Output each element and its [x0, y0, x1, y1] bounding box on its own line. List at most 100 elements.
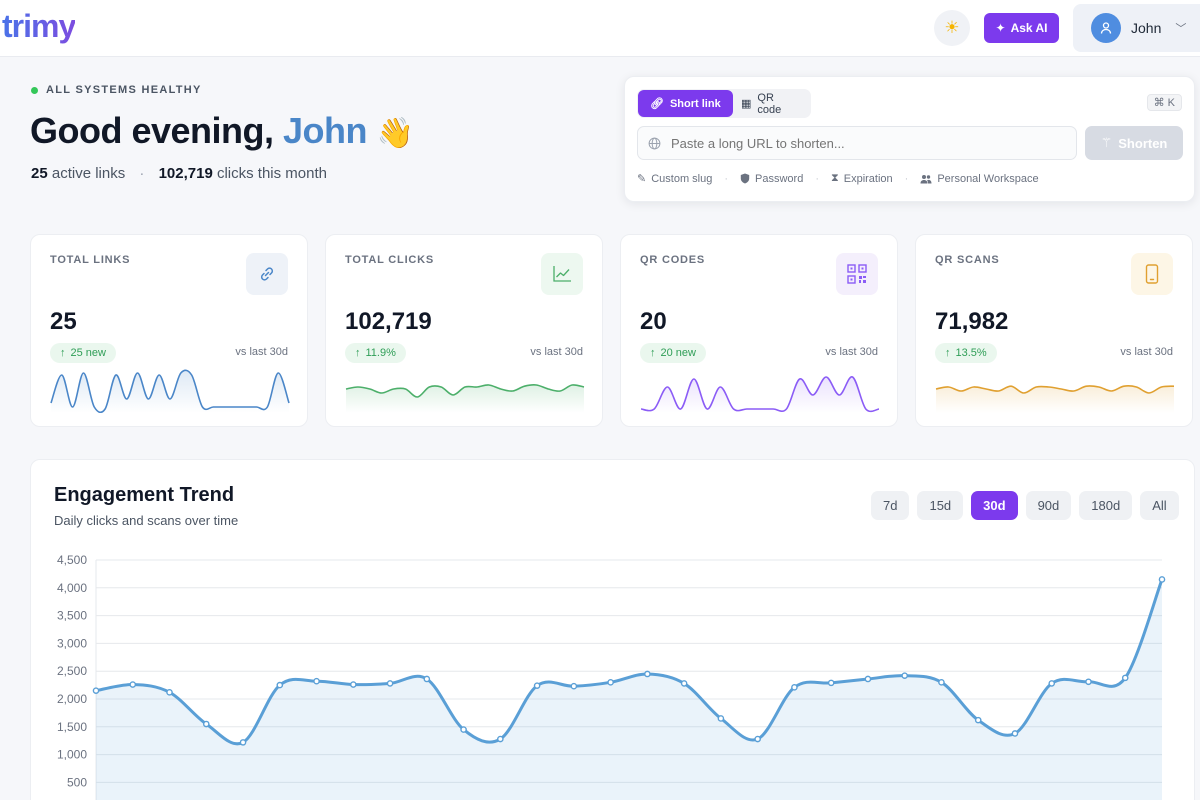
- top-bar: trimy ☀ ✦ Ask AI John ﹀: [0, 0, 1200, 57]
- option-separator: ·: [904, 172, 909, 185]
- card-icon-tile: [1131, 253, 1173, 295]
- option-label: Expiration: [843, 172, 893, 185]
- data-point: [717, 715, 725, 722]
- option-label: Custom slug: [651, 172, 713, 185]
- stat-card-total-links[interactable]: TOTAL LINKS 25 ↑ 25 new vs last 30d: [30, 234, 308, 427]
- data-point: [1121, 674, 1129, 682]
- option-expiration[interactable]: ⧗ Expiration: [831, 172, 893, 185]
- y-tick-label: 1,500: [57, 720, 87, 734]
- range-30d[interactable]: 30d: [971, 491, 1018, 520]
- ask-ai-button[interactable]: ✦ Ask AI: [984, 13, 1059, 43]
- arrow-up-icon: ↑: [60, 347, 66, 359]
- y-tick-label: 4,500: [57, 553, 87, 567]
- arrow-up-icon: ↑: [650, 347, 656, 359]
- stat-label: QR CODES: [640, 254, 706, 266]
- delta-badge: ↑ 25 new: [50, 343, 116, 363]
- data-point: [901, 672, 908, 679]
- greeting-name: John: [283, 110, 368, 151]
- tab-label: Short link: [669, 97, 721, 110]
- option-label: Personal Workspace: [937, 172, 1039, 185]
- stat-value: 71,982: [935, 308, 1009, 335]
- greeting-prefix: Good evening,: [30, 110, 274, 151]
- sparkline-line: [50, 369, 290, 413]
- keyboard-shortcut-badge: ⌘ K: [1146, 94, 1182, 111]
- stat-label: TOTAL CLICKS: [345, 254, 435, 266]
- chevron-down-icon: ﹀: [1175, 23, 1187, 35]
- delta-value: 20 new: [660, 347, 696, 359]
- arrow-up-icon: ↑: [355, 347, 361, 359]
- y-tick-label: 3,500: [57, 609, 87, 623]
- magic-wand-icon: ⚚: [1100, 135, 1113, 150]
- clicks-label: clicks this month: [216, 165, 328, 182]
- link-icon: 🔗︎: [650, 98, 664, 110]
- option-label: Password: [755, 172, 804, 185]
- y-tick-label: 500: [67, 775, 87, 789]
- data-point: [1158, 576, 1166, 583]
- sparkline-area: [51, 370, 289, 413]
- delta-badge: ↑ 13.5%: [935, 343, 997, 363]
- data-point: [607, 679, 614, 686]
- range-all[interactable]: All: [1140, 491, 1179, 520]
- arrow-up-icon: ↑: [945, 347, 951, 359]
- active-links-count: 25: [31, 165, 48, 182]
- data-point: [1048, 680, 1056, 687]
- stat-value: 20: [640, 308, 667, 335]
- status-dot-icon: [31, 86, 38, 94]
- option-password[interactable]: Password: [740, 173, 803, 185]
- qr-code-icon: ▦: [741, 98, 752, 110]
- comparison-label: vs last 30d: [530, 346, 583, 358]
- stat-card-total-clicks[interactable]: TOTAL CLICKS 102,719 ↑ 11.9% vs last 30d: [325, 234, 603, 427]
- option-custom-slug[interactable]: ✎ Custom slug: [637, 172, 713, 186]
- delta-badge: ↑ 20 new: [640, 343, 706, 363]
- tab-qr-code[interactable]: ▦ QR code: [729, 90, 811, 117]
- data-point: [276, 681, 284, 689]
- sparkline-line: [640, 376, 880, 413]
- sparkline-area: [346, 384, 584, 413]
- data-point: [202, 720, 210, 728]
- theme-toggle-button[interactable]: ☀: [934, 10, 970, 46]
- data-point: [1011, 730, 1019, 737]
- delta-badge: ↑ 11.9%: [345, 343, 406, 363]
- active-links-label: active links: [51, 165, 126, 182]
- data-point: [460, 726, 467, 733]
- avatar: [1091, 13, 1121, 43]
- data-point: [423, 675, 431, 683]
- link-shortener-card: 🔗︎ Short link ▦ QR code ⌘ K ⚚ Shorten ✎ …: [624, 76, 1195, 202]
- logo[interactable]: trimy: [2, 8, 76, 44]
- engagement-trend-card: Engagement Trend Daily clicks and scans …: [30, 459, 1195, 800]
- stat-label: QR SCANS: [935, 254, 1000, 266]
- shorten-button[interactable]: ⚚ Shorten: [1085, 126, 1183, 160]
- tab-short-link[interactable]: 🔗︎ Short link: [638, 90, 733, 117]
- chart-line-icon: [553, 266, 571, 282]
- url-input[interactable]: [671, 135, 1051, 151]
- sparkline: [50, 369, 290, 413]
- summary-line: 25 active links · 102,719 clicks this mo…: [31, 165, 327, 182]
- sparkline-line: [345, 384, 585, 398]
- globe-icon: [648, 137, 661, 149]
- system-status: ALL SYSTEMS HEALTHY: [31, 84, 202, 96]
- range-selector: 7d 15d 30d 90d 180d All: [871, 491, 1179, 520]
- data-point: [386, 680, 394, 687]
- url-input-wrapper[interactable]: [637, 126, 1077, 160]
- stat-card-qr-codes[interactable]: QR CODES 20 ↑ 20 new vs last 30d: [620, 234, 898, 427]
- sparkline: [345, 384, 585, 413]
- range-180d[interactable]: 180d: [1079, 491, 1133, 520]
- pencil-icon: ✎: [637, 173, 647, 185]
- sparkle-icon: ✦: [995, 21, 1006, 35]
- card-icon-tile: [246, 253, 288, 295]
- sparkline: [640, 376, 880, 413]
- hourglass-icon: ⧗: [831, 172, 839, 184]
- option-workspace[interactable]: Personal Workspace: [920, 172, 1039, 185]
- stat-card-qr-scans[interactable]: QR SCANS 71,982 ↑ 13.5% vs last 30d: [915, 234, 1193, 427]
- data-point: [864, 675, 872, 683]
- range-7d[interactable]: 7d: [871, 491, 910, 520]
- y-tick-label: 4,000: [57, 581, 87, 595]
- option-separator: ·: [724, 172, 729, 185]
- data-point: [644, 670, 651, 678]
- option-separator: ·: [815, 172, 819, 185]
- user-menu-button[interactable]: John ﹀: [1073, 4, 1200, 52]
- range-90d[interactable]: 90d: [1025, 491, 1072, 520]
- clicks-count: 102,719: [158, 165, 213, 182]
- range-15d[interactable]: 15d: [917, 491, 964, 520]
- stat-value: 25: [50, 308, 77, 335]
